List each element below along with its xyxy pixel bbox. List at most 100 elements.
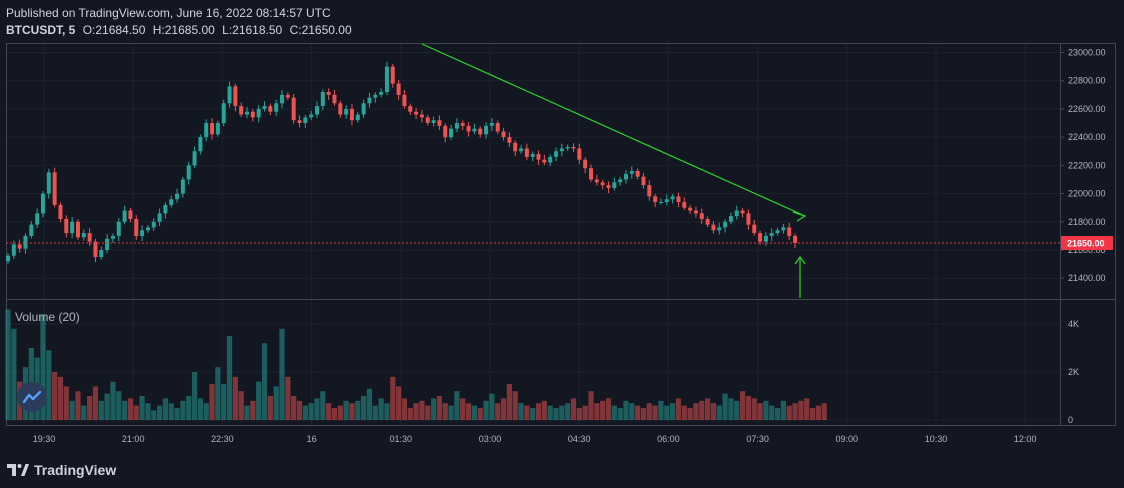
candle bbox=[513, 140, 518, 157]
candles bbox=[6, 61, 798, 264]
volume-bar bbox=[518, 403, 524, 420]
candle bbox=[320, 89, 325, 111]
time-tick-label: 03:00 bbox=[479, 434, 502, 444]
candle bbox=[140, 225, 145, 241]
candle bbox=[221, 99, 226, 127]
candle bbox=[58, 202, 63, 223]
candle bbox=[70, 217, 75, 239]
volume-bar bbox=[256, 381, 262, 420]
candle bbox=[740, 207, 745, 218]
time-tick-label: 16 bbox=[307, 434, 317, 444]
volume-bar bbox=[331, 408, 338, 420]
volume-bar bbox=[92, 386, 99, 420]
price-tick-label: 23000.00 bbox=[1068, 47, 1106, 57]
chart-frame bbox=[6, 43, 1116, 426]
volume-axis: 4K 2K 0 bbox=[1068, 319, 1079, 425]
brand-footer[interactable]: TradingView bbox=[7, 461, 116, 479]
volume-bar bbox=[535, 403, 542, 420]
price-tick-label: 21800.00 bbox=[1068, 217, 1106, 227]
volume-bar bbox=[763, 400, 769, 420]
volume-bar bbox=[600, 400, 606, 420]
candle bbox=[402, 90, 407, 109]
candle bbox=[530, 151, 535, 162]
candle bbox=[309, 110, 314, 120]
volume-bar bbox=[675, 398, 682, 420]
candle bbox=[35, 208, 40, 229]
candle bbox=[478, 126, 483, 138]
volume-bar bbox=[436, 396, 443, 420]
candle bbox=[390, 64, 395, 88]
candle bbox=[589, 164, 593, 183]
candle bbox=[17, 239, 22, 253]
volume-bar bbox=[745, 396, 752, 420]
published-caption: Published on TradingView.com, June 16, 2… bbox=[6, 6, 331, 20]
candle bbox=[204, 119, 209, 142]
candle bbox=[519, 144, 524, 154]
volume-bar bbox=[5, 309, 11, 420]
volume-bar bbox=[407, 408, 413, 420]
volume-bar bbox=[308, 403, 314, 420]
volume-bar bbox=[652, 405, 658, 420]
candle bbox=[75, 219, 80, 240]
trend-line-arrow-head bbox=[792, 211, 807, 222]
volume-bar bbox=[372, 405, 378, 420]
candle bbox=[495, 120, 500, 135]
volume-bar bbox=[699, 400, 705, 420]
tradingview-cloud-icon[interactable] bbox=[17, 382, 47, 412]
candle bbox=[256, 105, 261, 123]
volume-bar bbox=[349, 403, 355, 420]
volume-bar bbox=[471, 405, 477, 420]
candle bbox=[233, 83, 238, 112]
candle bbox=[600, 179, 605, 190]
candle bbox=[122, 205, 127, 225]
candle bbox=[250, 109, 255, 122]
volume-bar bbox=[366, 388, 373, 420]
volume-bar bbox=[570, 398, 577, 420]
volume-bar bbox=[798, 400, 804, 420]
candle bbox=[145, 224, 150, 233]
candle bbox=[169, 195, 174, 208]
candle bbox=[373, 92, 378, 103]
volume-bar bbox=[191, 372, 198, 420]
volume-tick-label: 4K bbox=[1068, 319, 1079, 329]
candle bbox=[623, 170, 628, 184]
candle bbox=[6, 253, 10, 264]
high-value: H:21685.00 bbox=[152, 23, 215, 37]
candle bbox=[239, 102, 244, 118]
volume-pane-label[interactable]: Volume (20) bbox=[15, 310, 80, 324]
symbol-label[interactable]: BTCUSDT, 5 bbox=[6, 23, 76, 37]
candle bbox=[338, 100, 343, 118]
candle bbox=[361, 99, 366, 118]
tradingview-logo-icon bbox=[7, 464, 29, 476]
candle bbox=[717, 222, 722, 235]
volume-bar bbox=[716, 405, 722, 420]
volume-bar bbox=[378, 398, 384, 420]
volume-bar bbox=[139, 396, 145, 420]
volume-bar bbox=[605, 398, 612, 420]
volume-bar bbox=[576, 408, 582, 420]
candle bbox=[384, 61, 389, 96]
ohlc-legend: BTCUSDT, 5 O:21684.50 H:21685.00 L:21618… bbox=[6, 23, 356, 37]
volume-bar bbox=[804, 398, 810, 420]
candle bbox=[559, 143, 564, 157]
volume-bar bbox=[244, 405, 250, 420]
candle bbox=[641, 172, 646, 189]
candle bbox=[507, 132, 512, 148]
volume-bar bbox=[46, 350, 52, 420]
candle bbox=[198, 134, 203, 155]
volume-bar bbox=[296, 400, 303, 420]
candle bbox=[577, 143, 582, 164]
volume-bar bbox=[774, 408, 781, 420]
volume-bar bbox=[687, 408, 693, 420]
candle bbox=[151, 218, 156, 231]
candle bbox=[227, 81, 232, 108]
volume-bar bbox=[524, 405, 530, 420]
candle bbox=[723, 219, 728, 233]
candle bbox=[87, 228, 92, 246]
candle bbox=[734, 205, 739, 220]
candle bbox=[408, 103, 413, 116]
candle bbox=[489, 118, 494, 131]
candle bbox=[285, 92, 290, 101]
vertical-arrow-head bbox=[794, 255, 806, 265]
